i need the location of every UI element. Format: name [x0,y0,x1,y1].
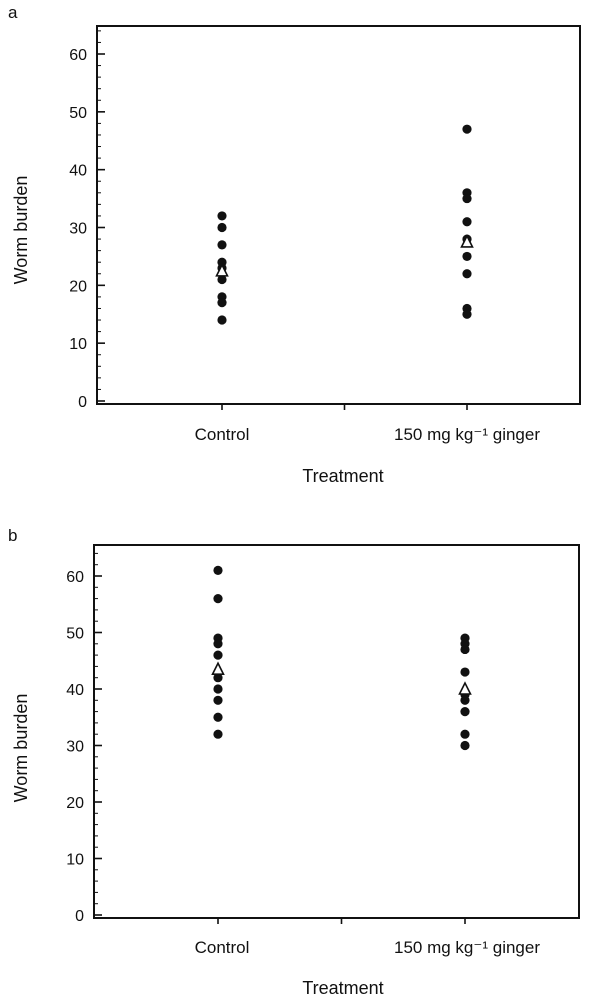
y-tick-label: 40 [69,163,87,180]
y-tick-label: 50 [69,105,87,122]
data-point [462,193,472,204]
data-point [217,298,227,308]
panel-label-b: b [8,526,17,545]
data-point [213,673,223,683]
data-point [460,644,470,655]
y-tick-label: 30 [66,739,84,756]
y-tick-label: 20 [69,278,87,295]
data-point [460,707,470,717]
data-point [460,695,470,705]
data-point [460,667,470,677]
category-label-control-a: Control [195,425,250,444]
data-point [213,712,223,722]
plot-frame-a [96,25,581,405]
y-tick-label: 10 [69,336,87,353]
y-tick-label: 60 [66,569,84,586]
data-point [217,274,227,285]
data-point [462,124,472,134]
data-point [217,222,227,233]
plot-frame-b [93,544,580,919]
panel-b: b 0 10 20 30 40 50 60 Control 150 mg kg⁻¹ ging… [8,526,580,998]
y-axis-b: 0 10 20 30 40 50 60 [66,552,102,925]
mean-marker [458,681,472,695]
y-tick-label: 20 [66,795,84,812]
data-point [213,729,223,739]
y-axis-title-a: Worm burden [11,176,31,285]
data-point [460,729,470,739]
category-label-control-b: Control [195,938,250,957]
y-tick-label: 30 [69,221,87,238]
category-label-ginger-b: 150 mg kg⁻¹ ginger [394,938,540,957]
y-axis-title-b: Worm burden [11,694,31,803]
data-point [213,695,223,705]
x-axis-title-a: Treatment [302,466,383,486]
data-point [213,684,223,694]
data-point [213,565,223,575]
panel-a: a 0 10 20 30 40 50 60 Control 150 mg kg⁻¹ ging… [8,3,581,486]
data-point [462,251,472,262]
data-point [213,639,223,649]
data-point [462,217,472,227]
y-tick-label: 40 [66,682,84,699]
data-points-a [215,124,474,325]
mean-marker [215,263,229,277]
mean-marker [211,661,225,676]
y-tick-label: 60 [69,47,87,64]
data-point [213,594,223,604]
x-axis-title-b: Treatment [302,978,383,998]
x-axis-a [221,404,468,410]
data-point [217,240,227,250]
y-axis-a: 0 10 20 30 40 50 60 [69,30,105,411]
mean-marker [460,234,474,248]
y-tick-label: 0 [75,908,84,925]
data-points-b [211,565,472,751]
data-point [217,211,227,221]
data-point [462,269,472,279]
data-point [460,740,470,751]
y-tick-label: 10 [66,852,84,869]
data-point [213,650,223,660]
x-axis-b [217,918,466,924]
data-point [462,309,472,319]
panel-label-a: a [8,3,18,22]
data-point [217,315,227,325]
category-label-ginger-a: 150 mg kg⁻¹ ginger [394,425,540,444]
y-tick-label: 0 [78,394,87,411]
y-tick-label: 50 [66,626,84,643]
